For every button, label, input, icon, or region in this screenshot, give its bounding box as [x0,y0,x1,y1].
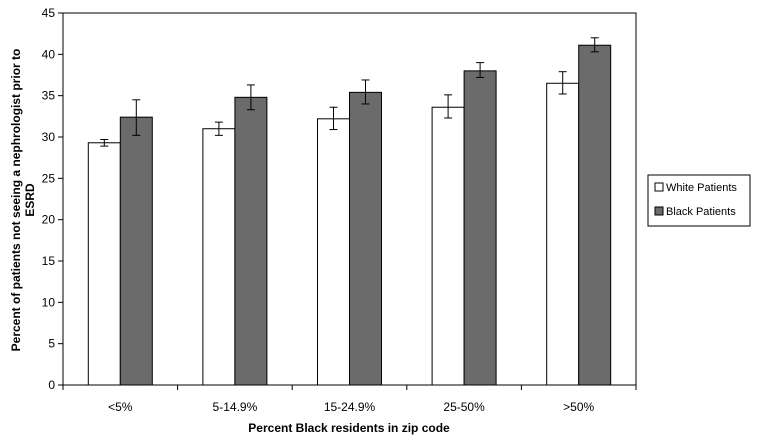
bar-black-patients-3 [463,70,497,386]
bar-black-patients-2 [349,91,382,386]
bar-black-patients-0 [119,116,153,386]
error-bar-black-patients-0 [132,99,141,136]
y-tick-label: 30 [42,130,56,144]
error-bar-white-patients-0 [100,138,109,147]
y-tick-label: 20 [42,213,56,227]
error-bar-white-patients-3 [444,94,453,119]
bar-black-patients-4 [578,44,612,386]
legend-label-white-patients: White Patients [666,182,737,194]
error-bar-white-patients-1 [214,121,223,136]
bar-white-patients-1 [202,128,236,386]
error-bar-black-patients-1 [246,84,255,111]
error-bar-white-patients-4 [558,71,567,95]
y-tick-label: 35 [42,89,56,103]
y-tick-label: 40 [42,47,56,61]
legend-label-black-patients: Black Patients [666,206,736,218]
y-axis: 0 5 10 15 20 25 30 35 40 45 [42,6,63,392]
bars [87,44,612,386]
x-axis: <5% 5-14.9% 15-24.9% 25-50% >50% [62,385,637,414]
bar-white-patients-4 [546,82,580,386]
error-bar-black-patients-3 [476,62,485,78]
y-tick-label: 15 [42,254,56,268]
bar-white-patients-0 [87,142,121,386]
x-tick-label: 5-14.9% [213,400,258,414]
error-bar-black-patients-2 [361,79,370,105]
error-bar-black-patients-4 [590,37,599,53]
bar-black-patients-1 [234,96,268,386]
legend-swatch-white-patients [654,182,664,192]
x-tick-label: 15-24.9% [324,400,376,414]
y-tick-label: 45 [42,6,56,20]
y-tick-label: 0 [48,378,55,392]
x-tick-label: 25-50% [443,400,485,414]
legend-box [647,174,751,227]
x-tick-label: <5% [108,400,133,414]
y-axis-title: Percent of patients not seeing a nephrol… [9,49,37,352]
y-axis-title-line-2: ESRD [23,183,37,217]
error-bar-white-patients-2 [329,106,338,131]
error-bars [100,37,599,147]
y-tick-label: 25 [42,171,56,185]
y-tick-label: 10 [42,295,56,309]
x-axis-title: Percent Black residents in zip code [248,421,450,435]
x-tick-label: >50% [563,400,594,414]
y-tick-label: 5 [48,337,55,351]
y-axis-title-line-1: Percent of patients not seeing a nephrol… [9,49,23,352]
legend: White Patients Black Patients [647,174,751,227]
legend-swatch-black-patients [654,206,664,216]
bar-white-patients-3 [431,106,465,386]
bar-white-patients-2 [317,118,350,386]
